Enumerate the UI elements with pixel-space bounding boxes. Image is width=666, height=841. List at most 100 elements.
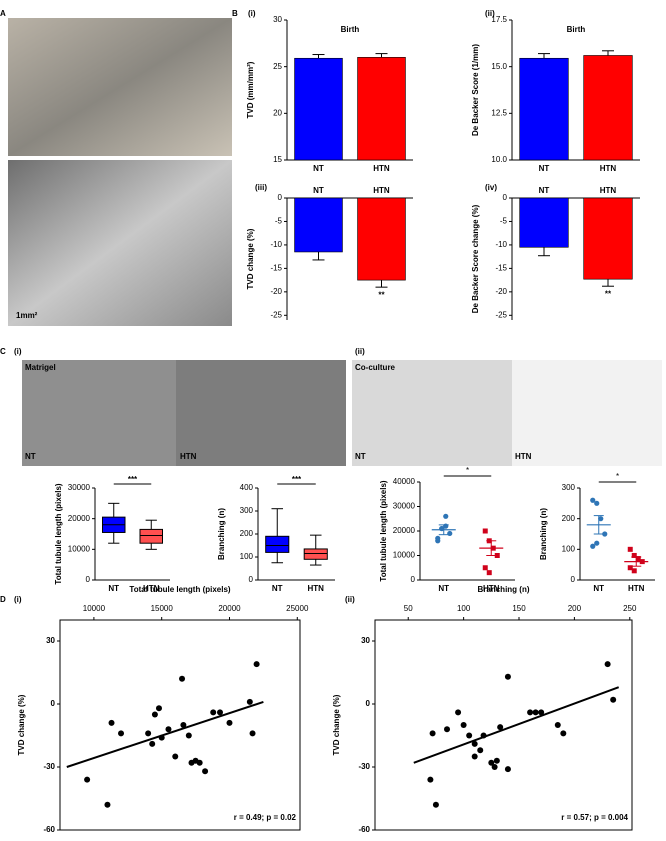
y-tick-label: -25 bbox=[270, 310, 282, 319]
point bbox=[447, 530, 453, 537]
point bbox=[155, 705, 162, 712]
x-tick-label: 15000 bbox=[151, 604, 174, 613]
point bbox=[631, 568, 637, 574]
point bbox=[217, 709, 223, 716]
x-tick-label: NT bbox=[593, 584, 604, 593]
point bbox=[482, 565, 488, 571]
point bbox=[108, 719, 115, 726]
significance: * bbox=[466, 466, 469, 475]
y-tick-label: -10 bbox=[270, 240, 282, 249]
y-axis-label: Total tubule length (pixels) bbox=[54, 483, 63, 585]
panel-label: (ii) bbox=[485, 9, 495, 18]
point bbox=[443, 513, 449, 519]
significance: *** bbox=[128, 475, 138, 484]
y-tick-label: 30 bbox=[273, 15, 282, 24]
image-coculture-htn bbox=[512, 360, 662, 466]
point bbox=[104, 801, 111, 808]
point bbox=[610, 696, 617, 703]
y-tick-label: -5 bbox=[275, 217, 283, 226]
point bbox=[488, 759, 495, 766]
x-tick-label: NT bbox=[438, 584, 449, 593]
x-tick-label: NT bbox=[313, 164, 324, 173]
significance: ** bbox=[378, 290, 385, 299]
x-tick-label: HTN bbox=[373, 164, 390, 173]
y-tick-label: 10000 bbox=[393, 551, 416, 560]
y-axis-label: De Backer Score change (%) bbox=[471, 204, 480, 313]
y-tick-label: 30 bbox=[361, 636, 370, 645]
y-tick-label: 12.5 bbox=[491, 108, 507, 117]
point bbox=[455, 709, 462, 716]
point bbox=[590, 543, 596, 549]
point bbox=[532, 709, 539, 716]
x-tick-label: HTN bbox=[143, 584, 160, 593]
x-tick-label: HTN bbox=[600, 164, 617, 173]
point bbox=[253, 661, 260, 668]
image-label: HTN bbox=[180, 452, 197, 461]
photo-infant bbox=[8, 18, 232, 156]
panel-label: (ii) bbox=[345, 595, 355, 604]
x-tick-label: 10000 bbox=[83, 604, 106, 613]
y-tick-label: -15 bbox=[495, 263, 507, 272]
point bbox=[226, 719, 233, 726]
y-tick-label: 15.0 bbox=[491, 62, 507, 71]
y-tick-label: 200 bbox=[562, 514, 576, 523]
x-tick-label: NT bbox=[313, 186, 324, 195]
image-matrigel-nt bbox=[22, 360, 176, 466]
y-tick-label: 20 bbox=[273, 108, 282, 117]
y-tick-label: -15 bbox=[270, 263, 282, 272]
y-tick-label: -10 bbox=[495, 240, 507, 249]
y-tick-label: 30000 bbox=[393, 502, 416, 511]
point bbox=[460, 722, 467, 728]
y-tick-label: 40000 bbox=[393, 477, 416, 486]
point bbox=[210, 709, 217, 716]
panel-label: (i) bbox=[14, 595, 22, 604]
y-axis-label: TVD (mm/mm²) bbox=[246, 61, 255, 118]
point bbox=[538, 709, 545, 716]
point bbox=[84, 776, 91, 783]
x-tick-label: 250 bbox=[623, 604, 637, 613]
point bbox=[427, 776, 434, 783]
y-tick-label: 30 bbox=[46, 636, 55, 645]
image-label: HTN bbox=[515, 452, 532, 461]
point bbox=[429, 730, 436, 737]
point bbox=[165, 726, 172, 733]
box bbox=[303, 548, 328, 560]
point bbox=[554, 722, 561, 728]
point bbox=[196, 759, 203, 766]
y-tick-label: 0 bbox=[51, 699, 56, 708]
point bbox=[560, 730, 567, 737]
y-tick-label: 0 bbox=[366, 699, 371, 708]
panel-label: A bbox=[0, 9, 6, 18]
bar bbox=[583, 197, 633, 280]
point bbox=[602, 531, 608, 537]
panel-label: B bbox=[232, 9, 238, 18]
y-tick-label: 17.5 bbox=[491, 15, 507, 24]
panel-label: (iii) bbox=[255, 183, 267, 192]
point bbox=[185, 732, 192, 739]
point bbox=[249, 730, 256, 737]
bar bbox=[357, 57, 406, 161]
x-axis-label: Branching (n) bbox=[478, 585, 530, 594]
y-tick-label: 15 bbox=[273, 155, 282, 164]
annotation: r = 0.57; p = 0.004 bbox=[561, 813, 628, 822]
point bbox=[145, 730, 152, 737]
y-tick-label: 20000 bbox=[393, 526, 416, 535]
x-tick-label: HTN bbox=[373, 186, 390, 195]
x-tick-label: HTN bbox=[600, 186, 617, 195]
y-tick-label: 25 bbox=[273, 62, 282, 71]
point bbox=[118, 730, 125, 737]
y-tick-label: -60 bbox=[358, 825, 370, 834]
y-axis-label: Branching (n) bbox=[539, 508, 548, 560]
point bbox=[477, 747, 484, 754]
y-axis-label: TVD change (%) bbox=[17, 694, 26, 755]
y-tick-label: 300 bbox=[240, 506, 254, 515]
point bbox=[471, 740, 478, 747]
image-label: Matrigel bbox=[25, 363, 56, 372]
y-tick-label: -5 bbox=[500, 217, 508, 226]
x-tick-label: HTN bbox=[628, 584, 645, 593]
bar bbox=[294, 197, 343, 253]
bar bbox=[519, 57, 569, 161]
point bbox=[246, 698, 253, 705]
x-tick-label: HTN bbox=[483, 584, 500, 593]
y-axis-label: Total tubule length (pixels) bbox=[379, 480, 388, 582]
